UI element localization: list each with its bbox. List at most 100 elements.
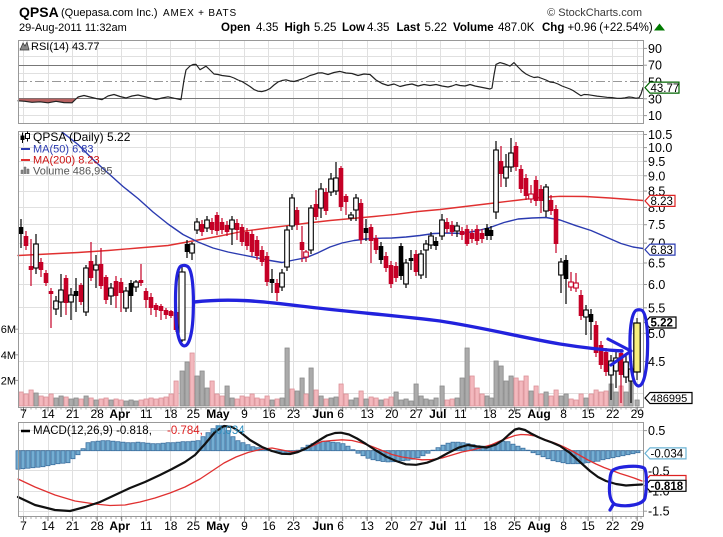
svg-text:30: 30 bbox=[648, 92, 662, 106]
svg-text:May: May bbox=[206, 407, 230, 421]
svg-text:21: 21 bbox=[66, 407, 80, 421]
svg-text:10.0: 10.0 bbox=[648, 141, 672, 155]
svg-text:10.5: 10.5 bbox=[648, 128, 672, 142]
svg-text:-1.5: -1.5 bbox=[648, 505, 670, 519]
svg-text:6: 6 bbox=[337, 519, 344, 533]
svg-text:8.23: 8.23 bbox=[651, 196, 673, 208]
svg-text:9: 9 bbox=[241, 407, 248, 421]
svg-text:Chg: Chg bbox=[542, 22, 564, 34]
svg-text:May: May bbox=[206, 519, 230, 533]
svg-text:Last: Last bbox=[397, 22, 421, 34]
svg-text:6M: 6M bbox=[1, 324, 16, 336]
svg-text:-0.5: -0.5 bbox=[648, 464, 670, 478]
svg-text:High: High bbox=[285, 22, 311, 34]
svg-text:4.5: 4.5 bbox=[648, 355, 665, 369]
svg-text:23: 23 bbox=[287, 407, 301, 421]
svg-text:25: 25 bbox=[508, 407, 522, 421]
svg-text:28: 28 bbox=[90, 519, 104, 533]
svg-text:13: 13 bbox=[361, 519, 375, 533]
svg-text:6: 6 bbox=[337, 407, 344, 421]
svg-text:14: 14 bbox=[41, 407, 55, 421]
svg-text:18: 18 bbox=[483, 519, 497, 533]
svg-text:23: 23 bbox=[287, 519, 301, 533]
svg-text:13: 13 bbox=[361, 407, 375, 421]
svg-text:Apr: Apr bbox=[109, 519, 130, 533]
svg-text:22: 22 bbox=[606, 519, 620, 533]
svg-text:16: 16 bbox=[262, 519, 276, 533]
svg-text:-0.034: -0.034 bbox=[212, 425, 245, 437]
svg-text:0.5: 0.5 bbox=[648, 424, 665, 438]
svg-text:18: 18 bbox=[483, 407, 497, 421]
svg-text:© StockCharts.com: © StockCharts.com bbox=[547, 7, 642, 19]
svg-text:7: 7 bbox=[20, 407, 27, 421]
svg-text:6.5: 6.5 bbox=[648, 257, 665, 271]
svg-text:90: 90 bbox=[648, 42, 662, 56]
svg-text:25: 25 bbox=[187, 407, 201, 421]
svg-text:11: 11 bbox=[140, 519, 153, 533]
svg-text:43.77: 43.77 bbox=[651, 83, 680, 95]
svg-text:18: 18 bbox=[164, 519, 178, 533]
svg-text:(+22.54%): (+22.54%) bbox=[599, 22, 653, 34]
svg-text:28: 28 bbox=[90, 407, 104, 421]
svg-text:MA(50) 6.83: MA(50) 6.83 bbox=[33, 144, 94, 156]
svg-text:14: 14 bbox=[41, 519, 55, 533]
svg-text:5.0: 5.0 bbox=[648, 327, 665, 341]
svg-text:2M: 2M bbox=[1, 375, 16, 387]
svg-text:+0.96: +0.96 bbox=[568, 22, 597, 34]
svg-text:Apr: Apr bbox=[109, 407, 130, 421]
svg-text:486995: 486995 bbox=[651, 393, 688, 405]
svg-text:20: 20 bbox=[385, 407, 399, 421]
svg-text:10: 10 bbox=[648, 109, 662, 123]
svg-text:MA(200) 8.23: MA(200) 8.23 bbox=[33, 155, 100, 167]
svg-text:29: 29 bbox=[631, 519, 645, 533]
svg-text:9.5: 9.5 bbox=[648, 155, 665, 169]
svg-text:-0.818: -0.818 bbox=[651, 481, 684, 493]
svg-text:Aug: Aug bbox=[527, 519, 550, 533]
svg-text:11: 11 bbox=[140, 407, 153, 421]
svg-text:-0.784,: -0.784, bbox=[167, 425, 203, 437]
svg-text:27: 27 bbox=[410, 519, 424, 533]
svg-text:8: 8 bbox=[560, 519, 567, 533]
svg-text:70: 70 bbox=[648, 59, 662, 73]
svg-text:Jul: Jul bbox=[429, 519, 446, 533]
svg-text:9.0: 9.0 bbox=[648, 169, 665, 183]
svg-text:20: 20 bbox=[385, 519, 399, 533]
svg-text:22: 22 bbox=[606, 407, 620, 421]
svg-text:29: 29 bbox=[631, 407, 645, 421]
svg-text:MACD(12,26,9) -0.818,: MACD(12,26,9) -0.818, bbox=[33, 425, 152, 437]
svg-text:15: 15 bbox=[581, 407, 595, 421]
svg-text:(Quepasa.com Inc.): (Quepasa.com Inc.) bbox=[61, 7, 158, 19]
svg-text:11: 11 bbox=[454, 407, 467, 421]
svg-text:16: 16 bbox=[262, 407, 276, 421]
svg-text:AMEX + BATS: AMEX + BATS bbox=[163, 8, 237, 19]
svg-text:15: 15 bbox=[581, 519, 595, 533]
svg-text:Aug: Aug bbox=[527, 407, 550, 421]
svg-text:25: 25 bbox=[187, 519, 201, 533]
svg-text:Jun: Jun bbox=[312, 519, 333, 533]
svg-text:Open: Open bbox=[221, 22, 250, 34]
svg-text:4.35: 4.35 bbox=[367, 22, 389, 34]
svg-text:5.22: 5.22 bbox=[651, 318, 673, 330]
svg-text:RSI(14) 43.77: RSI(14) 43.77 bbox=[31, 41, 99, 53]
svg-text:5.25: 5.25 bbox=[314, 22, 336, 34]
svg-text:-0.034: -0.034 bbox=[651, 449, 684, 461]
svg-text:5.22: 5.22 bbox=[425, 22, 447, 34]
svg-text:7: 7 bbox=[20, 519, 27, 533]
svg-text:Low: Low bbox=[342, 22, 365, 34]
svg-text:6.0: 6.0 bbox=[648, 278, 665, 292]
svg-text:21: 21 bbox=[66, 519, 80, 533]
svg-text:QPSA: QPSA bbox=[19, 4, 59, 20]
svg-text:QPSA (Daily) 5.22: QPSA (Daily) 5.22 bbox=[33, 130, 131, 144]
svg-text:8: 8 bbox=[560, 407, 567, 421]
svg-text:29-Aug-2011 11:32am: 29-Aug-2011 11:32am bbox=[19, 22, 127, 34]
svg-text:Jul: Jul bbox=[429, 407, 446, 421]
svg-text:11: 11 bbox=[454, 519, 467, 533]
svg-text:5.5: 5.5 bbox=[648, 301, 665, 315]
svg-text:25: 25 bbox=[508, 519, 522, 533]
svg-text:9: 9 bbox=[241, 519, 248, 533]
svg-text:18: 18 bbox=[164, 407, 178, 421]
svg-text:27: 27 bbox=[410, 407, 424, 421]
svg-text:6.83: 6.83 bbox=[651, 245, 673, 257]
svg-text:4.35: 4.35 bbox=[256, 22, 278, 34]
svg-text:487.0K: 487.0K bbox=[498, 22, 535, 34]
